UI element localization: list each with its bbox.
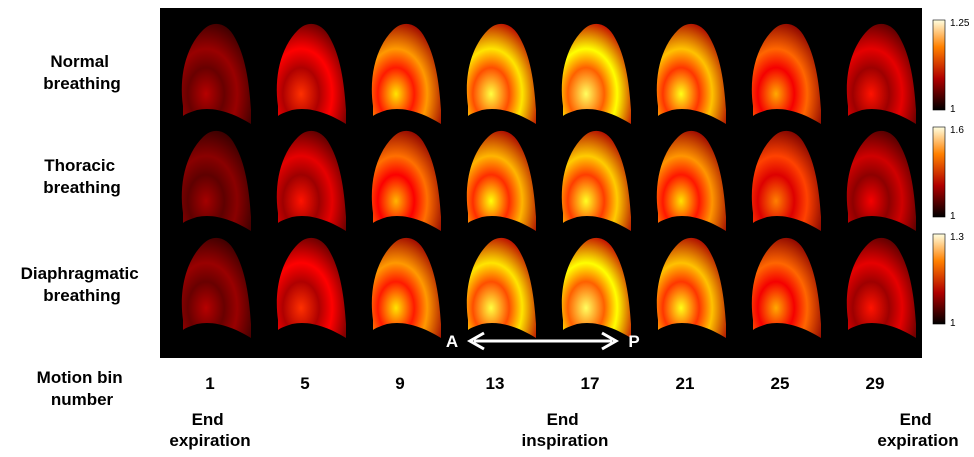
lung-image xyxy=(276,130,346,231)
lung-image xyxy=(846,130,916,231)
lung-image xyxy=(846,23,916,124)
lung-image xyxy=(466,130,536,231)
colorbar-tick-label: 1 xyxy=(950,318,956,329)
arrow-head xyxy=(466,331,485,351)
lung-image xyxy=(371,130,441,231)
row-label: Normal breathing xyxy=(43,52,120,93)
row-label: Diaphragmatic breathing xyxy=(21,264,144,305)
lung-image xyxy=(656,237,726,338)
colorbar xyxy=(932,126,946,218)
column-label: 5 xyxy=(300,374,309,393)
colorbar xyxy=(932,19,946,111)
lung-image xyxy=(466,23,536,124)
lung-image xyxy=(181,130,251,231)
column-label: 21 xyxy=(676,374,695,393)
column-label: 29 xyxy=(866,374,885,393)
lung-image xyxy=(181,23,251,124)
column-label: 17 xyxy=(581,374,600,393)
lung-image xyxy=(371,237,441,338)
colorbar-tick-label: 1.6 xyxy=(950,125,964,136)
arrow-label: A xyxy=(446,332,458,351)
lung-image xyxy=(561,237,631,338)
lung-image xyxy=(751,130,821,231)
arrow-head xyxy=(601,331,620,351)
lung-image xyxy=(561,130,631,231)
colorbar-tick-label: 1.3 xyxy=(950,232,964,243)
colorbar xyxy=(932,233,946,325)
lung-image xyxy=(466,237,536,338)
column-label: 25 xyxy=(771,374,790,393)
column-header: Motion bin number xyxy=(37,368,128,409)
colorbar-tick-label: 1 xyxy=(950,211,956,222)
phase-label: End expiration xyxy=(877,410,958,450)
lung-image xyxy=(276,23,346,124)
colorbar-tick-label: 1 xyxy=(950,104,956,115)
arrow-label: P xyxy=(628,332,639,351)
lung-image xyxy=(846,237,916,338)
column-label: 13 xyxy=(486,374,505,393)
column-label: 9 xyxy=(395,374,404,393)
lung-image xyxy=(656,23,726,124)
lung-image xyxy=(656,130,726,231)
lung-image xyxy=(181,237,251,338)
lung-image xyxy=(751,23,821,124)
phase-label: End inspiration xyxy=(522,410,609,450)
column-label: 1 xyxy=(205,374,214,393)
lung-image xyxy=(371,23,441,124)
lung-image xyxy=(276,237,346,338)
colorbar-tick-label: 1.25 xyxy=(950,18,970,29)
row-label: Thoracic breathing xyxy=(43,156,120,197)
lung-image xyxy=(751,237,821,338)
phase-label: End expiration xyxy=(169,410,250,450)
lung-image xyxy=(561,23,631,124)
